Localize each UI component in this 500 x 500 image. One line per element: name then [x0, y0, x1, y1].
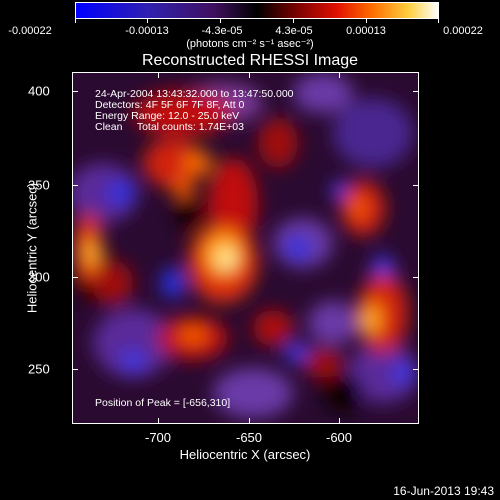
y-tick-label: 400 [28, 83, 50, 99]
y-tick [413, 91, 419, 92]
colorbar-tick-label: 0.00022 [443, 25, 483, 37]
x-tick [158, 72, 159, 78]
plot-title: Reconstructed RHESSI Image [141, 52, 359, 69]
y-tick [72, 185, 78, 186]
y-tick [72, 91, 78, 92]
timestamp: 16-Jun-2013 19:43 [393, 484, 494, 498]
x-tick [249, 418, 250, 424]
colorbar-units: (photons cm⁻² s⁻¹ asec⁻²) [186, 38, 314, 50]
colorbar-tick-label: -0.00013 [125, 25, 169, 37]
y-tick [413, 369, 419, 370]
x-tick-label: -600 [325, 430, 353, 445]
colorbar [75, 2, 439, 19]
y-tick-label: 300 [28, 269, 50, 285]
colorbar-tick [75, 18, 76, 23]
y-axis-title: Heliocentric Y (arcsec) [24, 182, 40, 314]
colorbar-tick [147, 18, 148, 23]
y-tick [413, 277, 419, 278]
rhessi-image: 24-Apr-2004 13:43:32.000 to 13:47:50.000… [72, 72, 419, 424]
colorbar-tick [438, 18, 439, 23]
y-tick [413, 185, 419, 186]
colorbar-tick-label: 0.00013 [346, 25, 386, 37]
x-tick [249, 72, 250, 78]
x-tick [339, 418, 340, 424]
x-axis-title: Heliocentric X (arcsec) [179, 447, 311, 462]
annotation-peak: Position of Peak = [-656,310] [95, 397, 231, 409]
image-canvas [73, 73, 418, 423]
y-tick [72, 277, 78, 278]
x-tick-label: -650 [235, 430, 263, 445]
y-tick-label: 250 [28, 361, 50, 377]
annotation-clean: Clean Total counts: 1.74E+03 [95, 121, 244, 133]
annotation-time: 24-Apr-2004 13:43:32.000 to 13:47:50.000 [95, 88, 294, 100]
colorbar-tick-label: -4.3e-05 [201, 25, 243, 37]
colorbar-tick [293, 18, 294, 23]
x-tick [339, 72, 340, 78]
colorbar-tick-label: -0.00022 [8, 25, 52, 37]
colorbar-tick-label: 4.3e-05 [275, 25, 313, 37]
x-tick-label: -700 [144, 430, 172, 445]
x-tick [158, 418, 159, 424]
colorbar-tick [220, 18, 221, 23]
annotation-detectors: Detectors: 4F 5F 6F 7F 8F, Att 0 [95, 99, 245, 111]
colorbar-tick [366, 18, 367, 23]
y-tick-label: 350 [28, 177, 50, 193]
annotation-energy: Energy Range: 12.0 - 25.0 keV [95, 110, 240, 122]
image-blobs [73, 73, 418, 418]
y-tick [72, 369, 78, 370]
colorbar-gradient [76, 3, 438, 18]
